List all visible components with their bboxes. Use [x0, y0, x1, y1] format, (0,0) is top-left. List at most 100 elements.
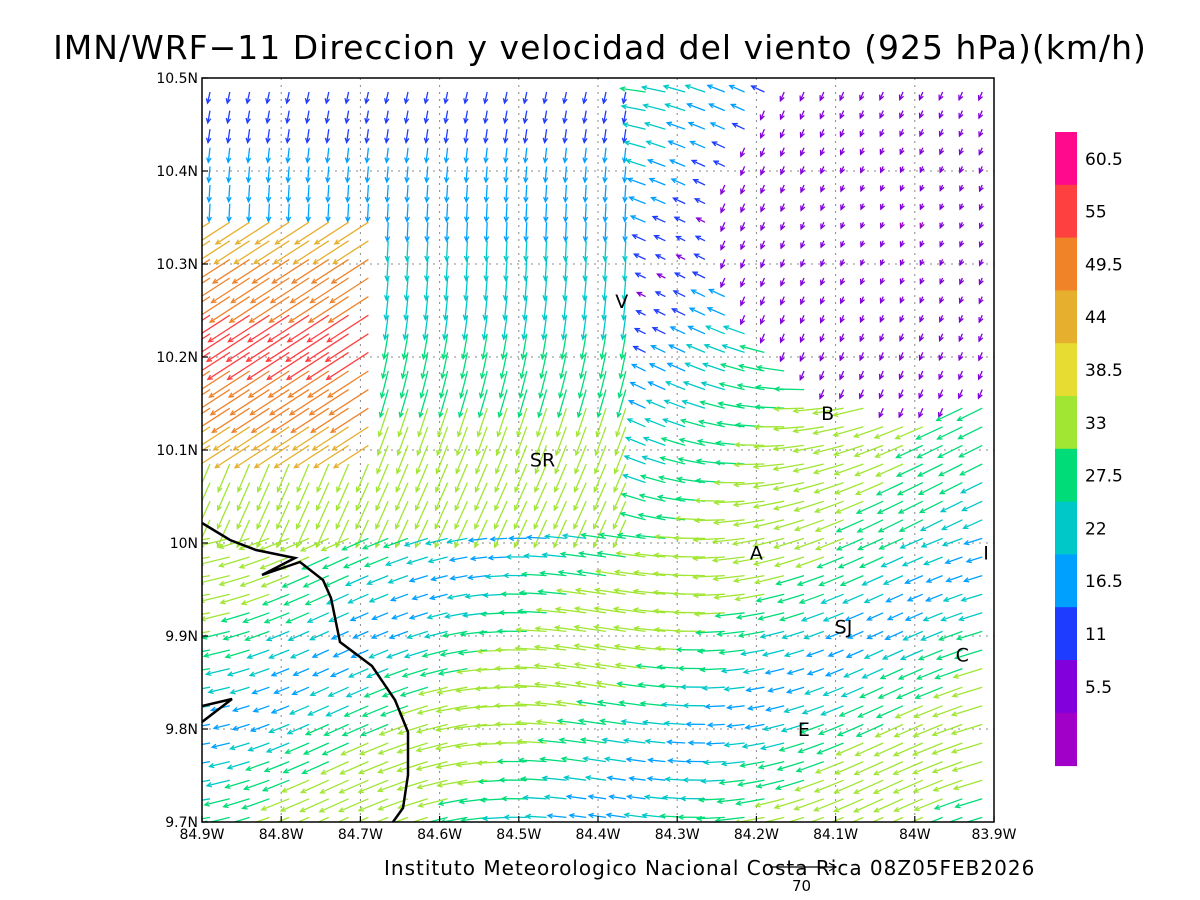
wind-arrow: [939, 240, 945, 248]
wind-arrow: [629, 381, 646, 391]
wind-arrow: [924, 593, 943, 602]
wind-arrow: [522, 129, 529, 145]
wind-arrow: [224, 649, 250, 659]
wind-arrow: [577, 718, 607, 726]
wind-arrow: [207, 686, 230, 695]
wind-arrow: [347, 593, 369, 604]
wind-arrow: [265, 110, 271, 125]
wind-arrow: [249, 723, 270, 733]
wind-arrow: [920, 630, 943, 641]
wind-arrow: [835, 519, 864, 533]
wind-arrow: [762, 723, 785, 732]
colorbar-label: 22: [1085, 519, 1107, 539]
wind-arrow: [932, 686, 963, 699]
wind-arrow: [820, 593, 844, 605]
wind-arrow: [799, 723, 825, 734]
wind-arrow: [632, 607, 666, 614]
wind-arrow: [919, 519, 943, 532]
wind-arrow: [494, 482, 508, 512]
wind-arrow: [216, 519, 231, 549]
wind-arrow: [519, 776, 547, 782]
wind-arrow: [863, 649, 884, 659]
wind-arrow: [668, 159, 686, 167]
wind-arrow: [202, 296, 211, 303]
wind-arrow: [282, 761, 310, 774]
wind-arrow: [403, 537, 428, 547]
wind-arrow: [434, 723, 468, 733]
wind-arrow: [859, 686, 884, 699]
wind-arrow: [401, 333, 409, 361]
wind-arrow: [543, 222, 549, 243]
wind-arrow: [813, 779, 844, 793]
wind-arrow: [733, 442, 765, 448]
wind-arrow: [216, 482, 231, 512]
wind-arrow: [238, 537, 270, 551]
wind-arrow: [522, 147, 529, 164]
wind-arrow: [411, 593, 428, 601]
wind-arrow: [635, 533, 666, 540]
wind-arrow: [819, 333, 825, 343]
wind-arrow: [726, 723, 745, 729]
wind-arrow: [228, 296, 270, 323]
wind-arrow: [379, 705, 409, 717]
wind-arrow: [978, 166, 984, 175]
wind-arrow: [843, 668, 864, 678]
wind-arrow: [713, 479, 745, 486]
wind-arrow: [832, 798, 864, 813]
wind-arrow: [853, 444, 884, 458]
wind-arrow: [533, 681, 567, 688]
wind-arrow: [225, 129, 232, 145]
wind-arrow: [396, 742, 428, 754]
wind-arrow: [441, 333, 449, 361]
wind-arrow: [289, 649, 310, 659]
wind-arrow: [304, 91, 311, 105]
wind-arrow: [326, 314, 369, 343]
wind-arrow: [879, 240, 886, 248]
wind-arrow: [879, 352, 885, 362]
wind-arrow: [648, 177, 666, 186]
wind-arrow: [533, 500, 548, 530]
wind-arrow: [898, 407, 904, 419]
wind-arrow: [859, 314, 865, 324]
wind-arrow: [226, 760, 250, 770]
wind-arrow: [806, 667, 825, 676]
wind-arrow: [404, 203, 411, 223]
wind-arrow: [417, 407, 429, 438]
wind-arrow: [679, 418, 706, 428]
wind-arrow: [827, 649, 844, 657]
wind-arrow: [688, 307, 706, 316]
wind-arrow: [265, 333, 310, 363]
wind-arrow: [305, 184, 311, 204]
wind-arrow: [899, 277, 905, 285]
wind-arrow: [718, 381, 745, 391]
wind-arrow: [421, 816, 448, 822]
wind-arrow: [435, 445, 449, 475]
wind-arrow: [444, 184, 450, 204]
colorbar-label: 60.5: [1085, 150, 1123, 170]
wind-arrow: [402, 315, 409, 341]
wind-arrow: [270, 705, 290, 714]
wind-arrow: [316, 816, 330, 822]
wind-arrow: [737, 363, 765, 372]
wind-arrow: [260, 798, 290, 811]
wind-arrow: [840, 686, 864, 698]
wind-arrow: [577, 370, 587, 399]
wind-arrow: [349, 612, 369, 622]
tick-label-lon: 84.6W: [417, 827, 462, 843]
wind-arrow: [535, 607, 567, 614]
colorbar-segment: [1055, 501, 1077, 555]
wind-arrow: [961, 500, 983, 512]
wind-arrow: [513, 682, 547, 689]
wind-arrow: [333, 221, 369, 245]
wind-arrow: [335, 500, 350, 530]
wind-arrow: [672, 553, 706, 560]
wind-arrow: [252, 705, 270, 713]
wind-arrow: [502, 129, 509, 145]
wind-arrow: [779, 147, 786, 158]
wind-arrow: [958, 444, 983, 458]
wind-arrow: [355, 482, 369, 512]
wind-arrow: [296, 482, 310, 512]
wind-arrow: [833, 779, 864, 794]
wind-arrow: [553, 625, 587, 633]
wind-arrow: [899, 259, 905, 267]
